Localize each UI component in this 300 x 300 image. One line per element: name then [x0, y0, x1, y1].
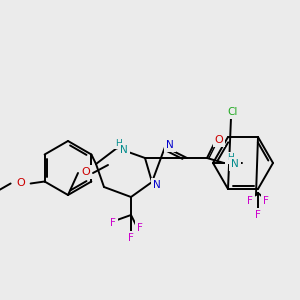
Text: F: F — [263, 196, 269, 206]
Text: F: F — [247, 196, 253, 206]
Text: N: N — [153, 180, 161, 190]
Text: O: O — [82, 167, 90, 177]
Text: F: F — [110, 218, 116, 228]
Text: H: H — [116, 139, 122, 148]
Text: Cl: Cl — [228, 107, 238, 117]
Text: O: O — [16, 178, 25, 188]
Text: F: F — [137, 223, 143, 233]
Text: H: H — [226, 154, 233, 163]
Text: N: N — [166, 140, 174, 150]
Text: N: N — [231, 159, 239, 169]
Text: F: F — [128, 233, 134, 243]
Text: O: O — [214, 135, 224, 145]
Text: N: N — [120, 145, 128, 155]
Text: F: F — [255, 210, 261, 220]
